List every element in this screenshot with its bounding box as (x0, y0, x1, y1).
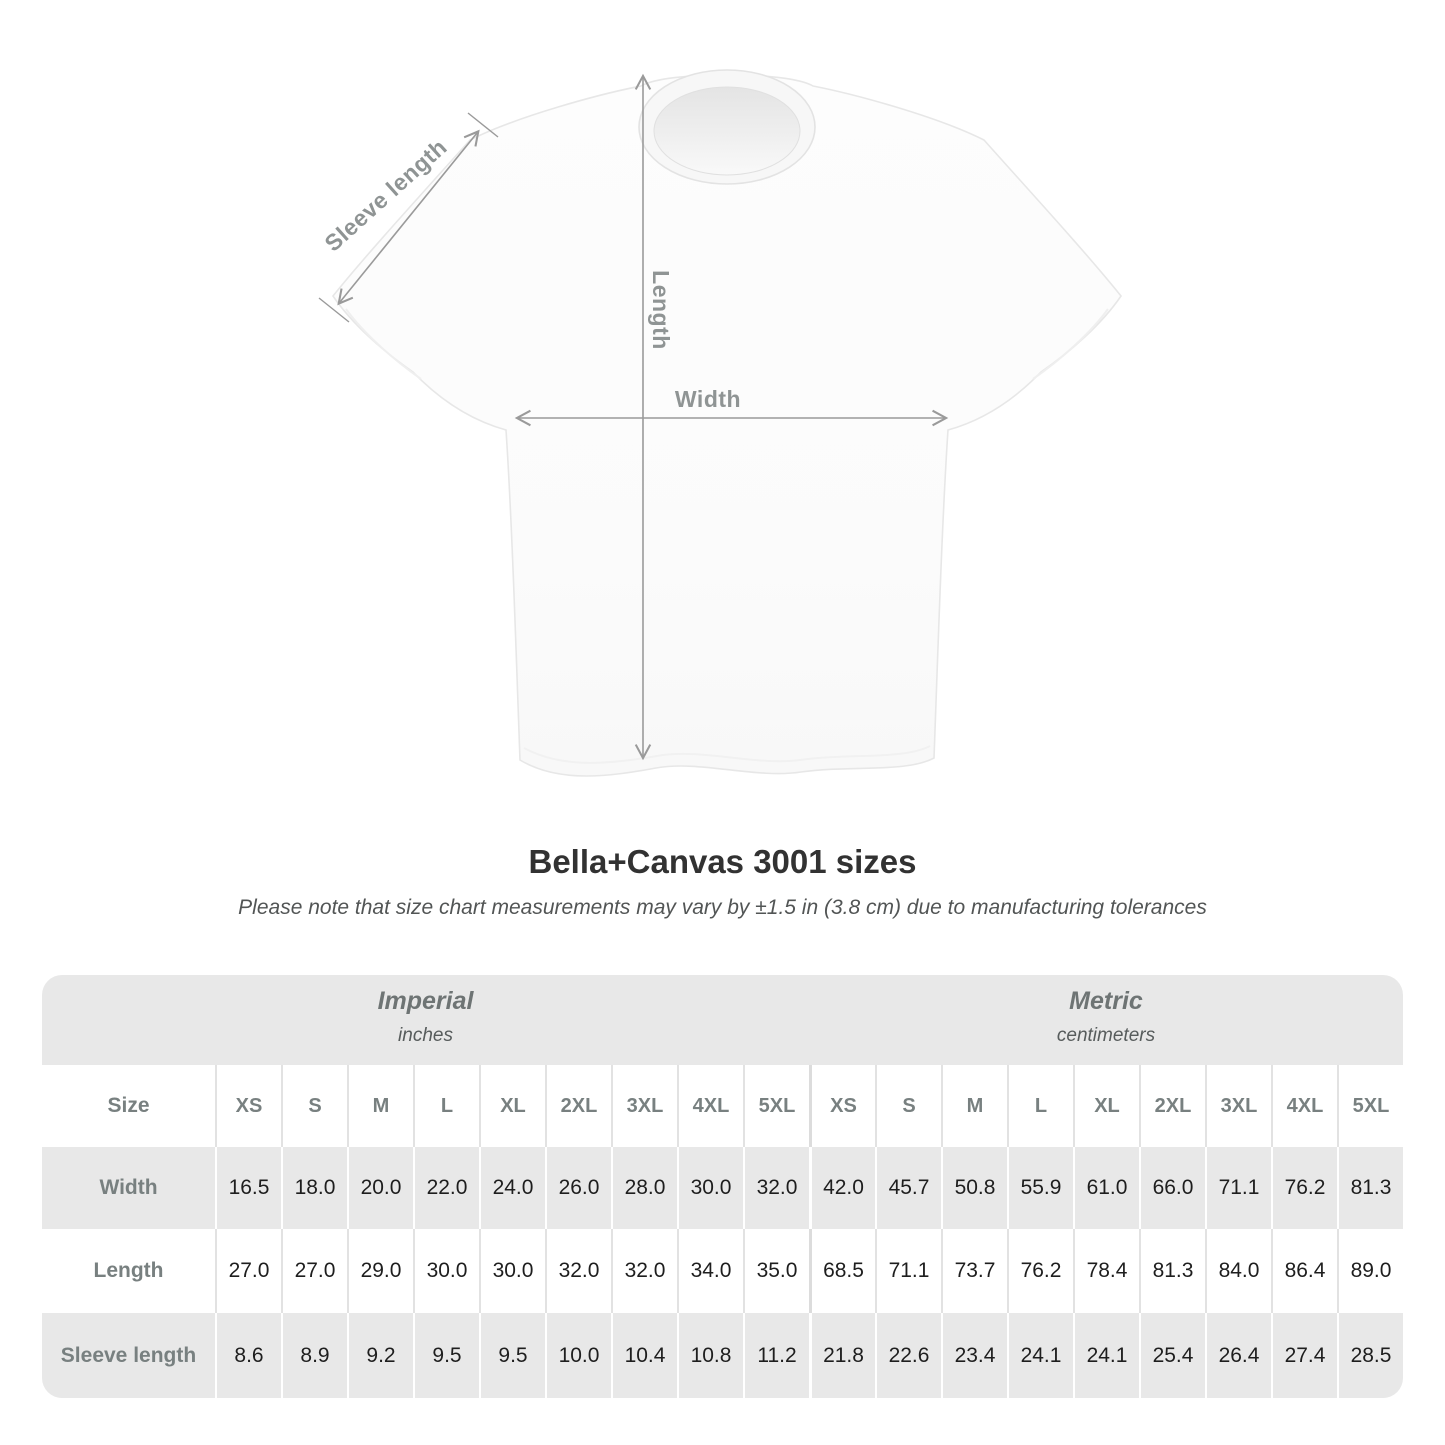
size-col-header: L (1007, 1065, 1073, 1147)
size-cell: 26.4 (1205, 1313, 1271, 1398)
size-col-header: 2XL (1139, 1065, 1205, 1147)
unit-group-metric: Metric centimeters (809, 975, 1403, 1065)
size-cell: 30.0 (677, 1147, 743, 1229)
size-table: Imperial inches Metric centimeters Size … (42, 975, 1403, 1398)
size-cell: 32.0 (545, 1229, 611, 1313)
size-col-header: 4XL (677, 1065, 743, 1147)
size-cell: 23.4 (941, 1313, 1007, 1398)
sleeve-length-arrow (318, 112, 499, 323)
size-col-header: XS (809, 1065, 875, 1147)
size-cell: 68.5 (809, 1229, 875, 1313)
size-col-header: 5XL (743, 1065, 809, 1147)
size-cell: 26.0 (545, 1147, 611, 1229)
size-col-header: XL (479, 1065, 545, 1147)
size-cell: 32.0 (611, 1229, 677, 1313)
size-cell: 21.8 (809, 1313, 875, 1398)
size-cell: 8.9 (281, 1313, 347, 1398)
size-cell: 42.0 (809, 1147, 875, 1229)
size-cell: 66.0 (1139, 1147, 1205, 1229)
size-cell: 73.7 (941, 1229, 1007, 1313)
size-cell: 20.0 (347, 1147, 413, 1229)
size-cell: 50.8 (941, 1147, 1007, 1229)
size-col-header: XL (1073, 1065, 1139, 1147)
size-cell: 32.0 (743, 1147, 809, 1229)
size-col-header: M (347, 1065, 413, 1147)
size-cell: 81.3 (1337, 1147, 1403, 1229)
size-col-header: 4XL (1271, 1065, 1337, 1147)
row-label: Sleeve length (42, 1313, 215, 1398)
size-col-header: 5XL (1337, 1065, 1403, 1147)
size-cell: 18.0 (281, 1147, 347, 1229)
tshirt-measurement-diagram: Length Width Sleeve length (318, 69, 1122, 777)
size-cell: 9.2 (347, 1313, 413, 1398)
row-label: Length (42, 1229, 215, 1313)
imperial-label: Imperial (377, 987, 474, 1015)
unit-group-row: Imperial inches Metric centimeters (42, 975, 1403, 1065)
size-cell: 10.8 (677, 1313, 743, 1398)
size-cell: 76.2 (1007, 1229, 1073, 1313)
page-subtitle: Please note that size chart measurements… (238, 896, 1207, 919)
size-cell: 29.0 (347, 1229, 413, 1313)
size-cell: 9.5 (413, 1313, 479, 1398)
size-cell: 78.4 (1073, 1229, 1139, 1313)
tshirt-illustration (332, 69, 1122, 777)
size-cell: 24.0 (479, 1147, 545, 1229)
size-cell: 28.5 (1337, 1313, 1403, 1398)
size-cell: 30.0 (479, 1229, 545, 1313)
size-col-header: M (941, 1065, 1007, 1147)
table-row-width: Width 16.5 18.0 20.0 22.0 24.0 26.0 28.0… (42, 1147, 1403, 1229)
size-header-row: Size XS S M L XL 2XL 3XL 4XL 5XL XS S M … (42, 1065, 1403, 1147)
size-cell: 35.0 (743, 1229, 809, 1313)
size-cell: 81.3 (1139, 1229, 1205, 1313)
size-cell: 8.6 (215, 1313, 281, 1398)
size-cell: 28.0 (611, 1147, 677, 1229)
size-col-header: 2XL (545, 1065, 611, 1147)
size-cell: 22.0 (413, 1147, 479, 1229)
size-col-header: 3XL (611, 1065, 677, 1147)
metric-label: Metric (1069, 987, 1143, 1015)
table-row-length: Length 27.0 27.0 29.0 30.0 30.0 32.0 32.… (42, 1229, 1403, 1313)
size-cell: 30.0 (413, 1229, 479, 1313)
size-cell: 25.4 (1139, 1313, 1205, 1398)
size-col-header: XS (215, 1065, 281, 1147)
size-cell: 76.2 (1271, 1147, 1337, 1229)
size-cell: 9.5 (479, 1313, 545, 1398)
size-cell: 55.9 (1007, 1147, 1073, 1229)
size-cell: 45.7 (875, 1147, 941, 1229)
size-cell: 71.1 (1205, 1147, 1271, 1229)
size-cell: 24.1 (1007, 1313, 1073, 1398)
table-row-sleeve-length: Sleeve length 8.6 8.9 9.2 9.5 9.5 10.0 1… (42, 1313, 1403, 1398)
metric-sublabel: centimeters (1056, 1024, 1156, 1046)
row-label: Width (42, 1147, 215, 1229)
size-cell: 24.1 (1073, 1313, 1139, 1398)
size-cell: 27.4 (1271, 1313, 1337, 1398)
size-cell: 10.4 (611, 1313, 677, 1398)
size-cell: 34.0 (677, 1229, 743, 1313)
size-col-header: S (875, 1065, 941, 1147)
size-cell: 86.4 (1271, 1229, 1337, 1313)
size-cell: 16.5 (215, 1147, 281, 1229)
size-cell: 84.0 (1205, 1229, 1271, 1313)
width-label: Width (675, 386, 741, 412)
imperial-sublabel: inches (398, 1024, 453, 1046)
size-cell: 10.0 (545, 1313, 611, 1398)
size-cell: 89.0 (1337, 1229, 1403, 1313)
size-cell: 27.0 (281, 1229, 347, 1313)
size-column-header: Size (42, 1065, 215, 1147)
size-cell: 27.0 (215, 1229, 281, 1313)
size-cell: 71.1 (875, 1229, 941, 1313)
size-cell: 61.0 (1073, 1147, 1139, 1229)
size-col-header: 3XL (1205, 1065, 1271, 1147)
size-cell: 22.6 (875, 1313, 941, 1398)
unit-group-imperial: Imperial inches (42, 975, 809, 1065)
length-label: Length (648, 270, 674, 350)
size-col-header: L (413, 1065, 479, 1147)
page-title: Bella+Canvas 3001 sizes (528, 843, 917, 880)
size-col-header: S (281, 1065, 347, 1147)
collar-opening (653, 86, 801, 176)
size-cell: 11.2 (743, 1313, 809, 1398)
